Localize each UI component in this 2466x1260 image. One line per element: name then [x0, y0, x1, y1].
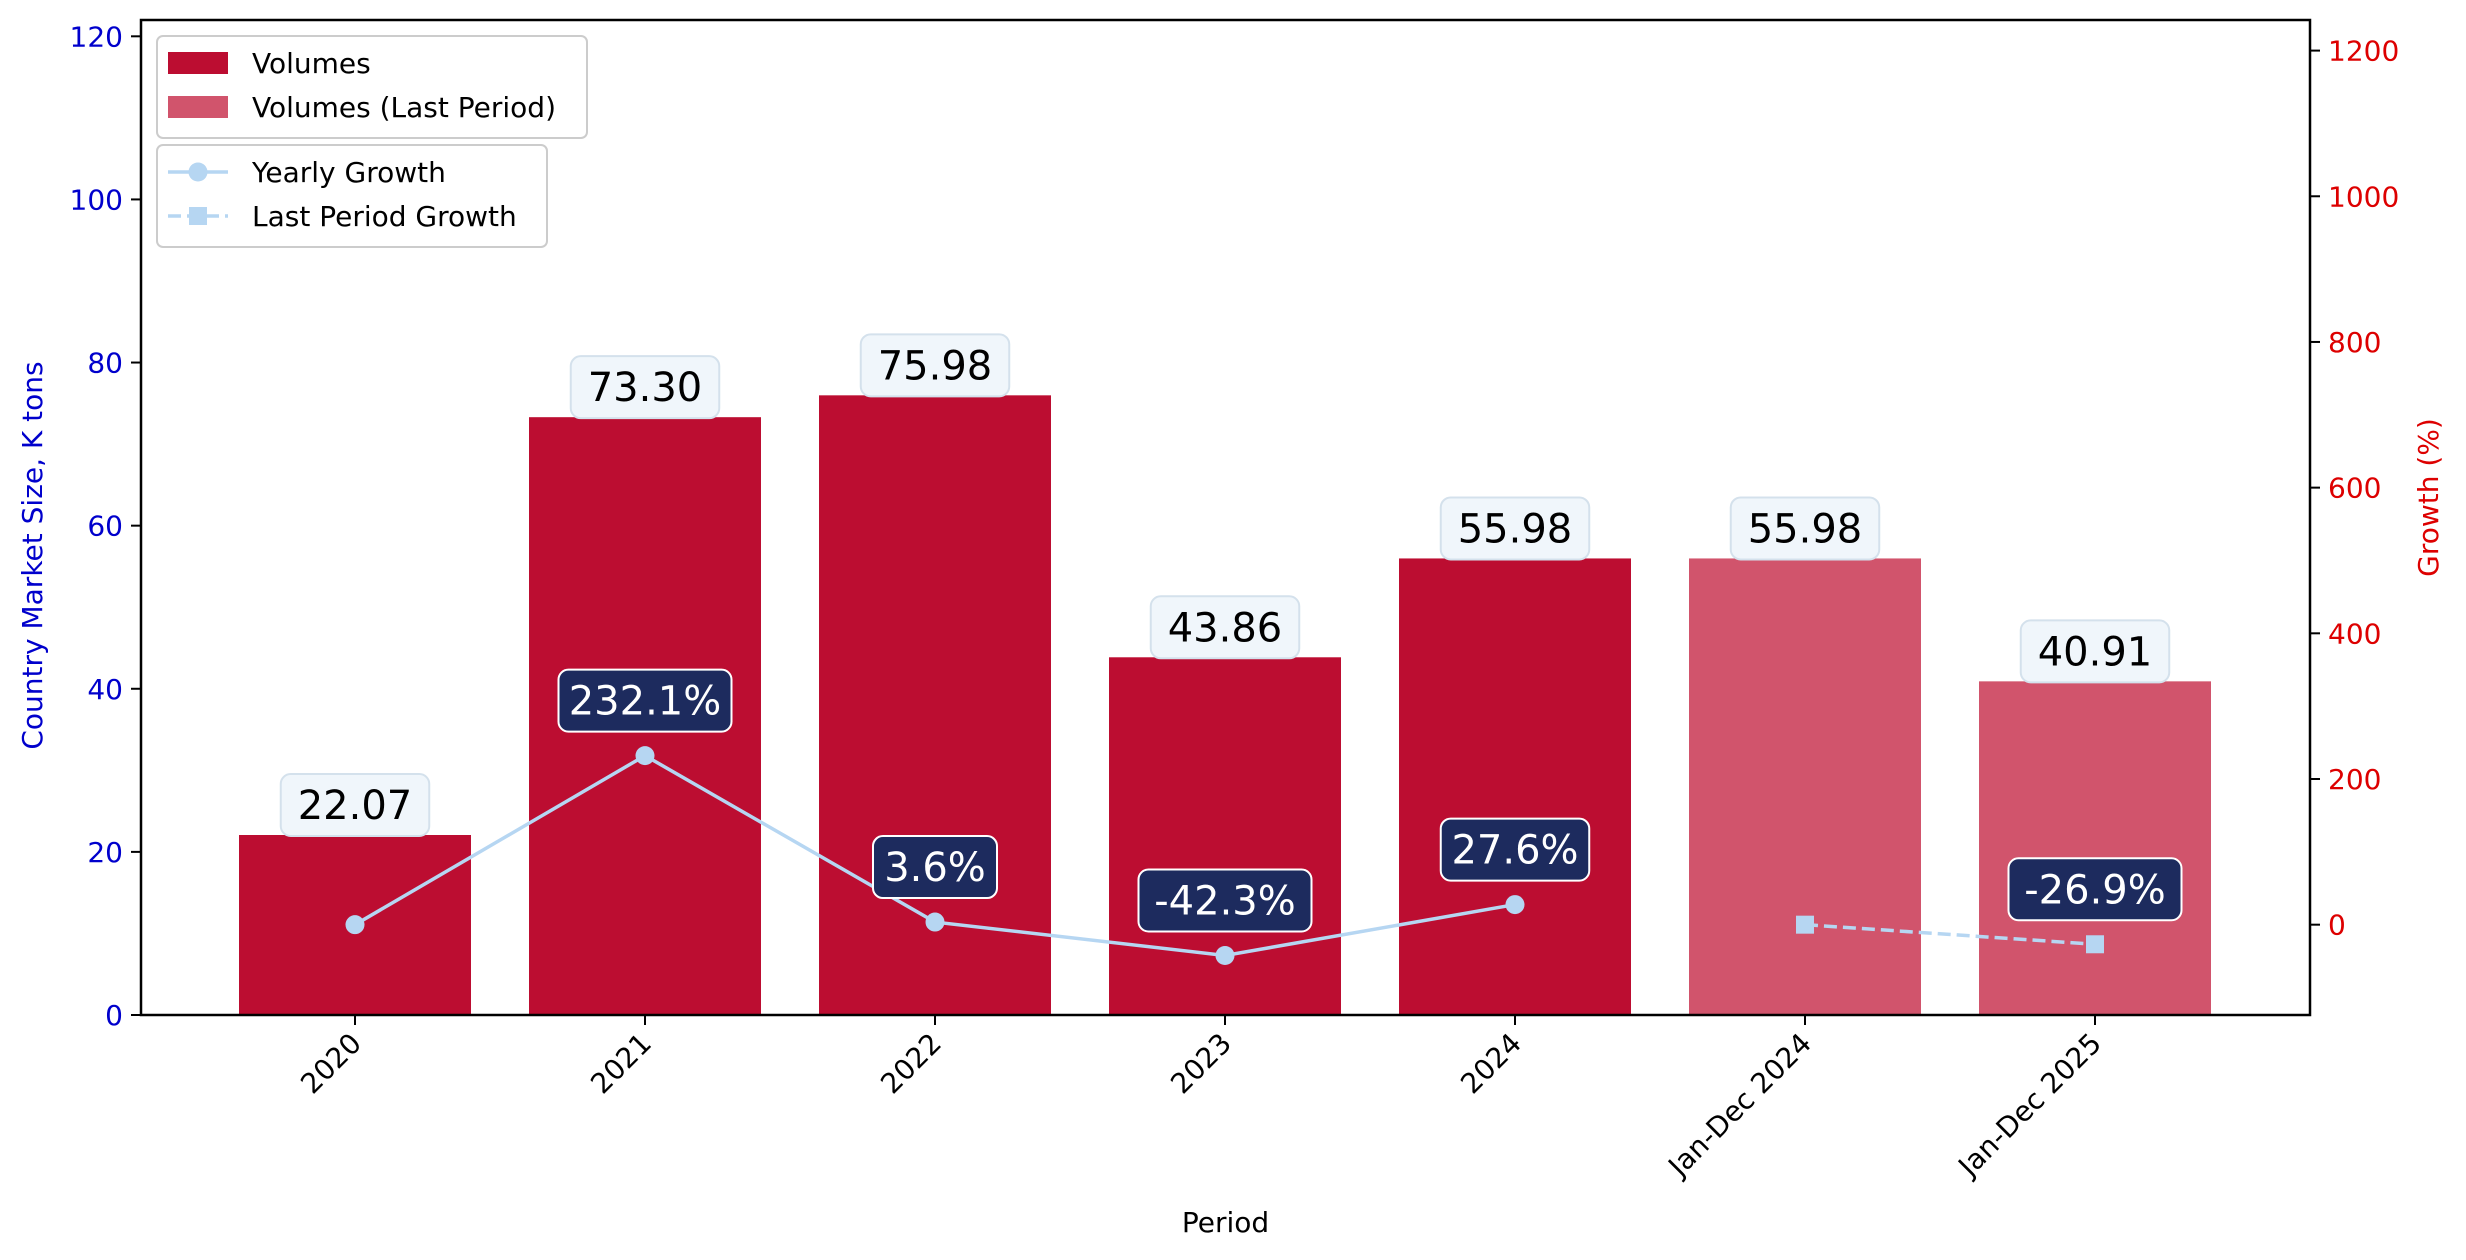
legend-layer: Volumes Volumes (Last Period) Yearly Growt… — [156, 35, 588, 248]
value-label-2022-box — [859, 333, 1011, 398]
growth-label-2023-box — [1137, 868, 1313, 933]
legend-label-volumes: Volumes — [252, 47, 371, 80]
value-label-2024: 55.98 — [1439, 496, 1591, 561]
y2-tick-label-1000: 1000 — [2328, 180, 2399, 213]
legend-label-yearly-growth: Yearly Growth — [251, 156, 446, 189]
marker-yearly-growth-4 — [1505, 895, 1525, 915]
legend-lines: Yearly Growth Last Period Growth — [156, 144, 548, 248]
bar-volumes-2024 — [1399, 558, 1631, 1015]
growth-label-2024: 27.6% — [1439, 817, 1591, 882]
growth-label-2023: -42.3% — [1137, 868, 1313, 933]
growth-label-2021: 232.1% — [557, 668, 733, 733]
marker-yearly-growth-1 — [635, 746, 655, 766]
lines-layer — [345, 746, 2104, 965]
growth-label-2022-box — [872, 835, 998, 900]
legend-bars-frame — [156, 35, 588, 139]
legend-swatch-volumes-last-period — [168, 96, 228, 118]
x-axis-title: Period — [1182, 1206, 1269, 1239]
y2-tick-label-800: 800 — [2328, 326, 2381, 359]
value-label-jan-dec-2024-text: 55.98 — [1748, 506, 1863, 552]
value-label-jan-dec-2025: 40.91 — [2019, 619, 2171, 684]
y-tick-label-120: 120 — [70, 20, 123, 53]
growth-label-jan-dec-2025-box — [2007, 857, 2183, 922]
value-label-2023-box — [1149, 595, 1301, 660]
growth-label-2024-text: 27.6% — [1451, 828, 1578, 874]
y-tick-label-40: 40 — [87, 673, 123, 706]
growth-label-2022: 3.6% — [872, 835, 998, 900]
legend-lines-frame — [156, 144, 548, 248]
bar-volumes-2022 — [819, 395, 1051, 1016]
growth-label-2021-box — [557, 668, 733, 733]
marker-yearly-growth-3 — [1215, 945, 1235, 965]
value-label-2021: 73.30 — [569, 355, 721, 420]
growth-label-jan-dec-2025-text: -26.9% — [2024, 867, 2166, 913]
growth-label-2022-text: 3.6% — [884, 845, 986, 891]
legend-label-last-period-growth: Last Period Growth — [252, 200, 517, 233]
line-last-period-growth — [1804, 922, 2096, 947]
growth-label-2024-box — [1439, 817, 1591, 882]
y2-tick-label-0: 0 — [2328, 909, 2346, 942]
marker-last-period-growth-1 — [2086, 935, 2104, 954]
value-label-jan-dec-2024: 55.98 — [1729, 496, 1881, 561]
value-label-2022-text: 75.98 — [878, 343, 993, 389]
value-label-2020-text: 22.07 — [298, 783, 413, 829]
y-tick-label-0: 0 — [105, 999, 123, 1032]
labels-layer: 22.07 73.30 75.98 43.86 55.98 55.98 40.91 232.1… — [279, 333, 2183, 933]
legend-marker-last-period-growth — [189, 207, 207, 225]
y-tick-label-100: 100 — [70, 183, 123, 216]
value-label-jan-dec-2024-box — [1729, 496, 1881, 561]
value-label-2023: 43.86 — [1149, 595, 1301, 660]
y2-tick-label-200: 200 — [2328, 763, 2381, 796]
value-label-2022: 75.98 — [859, 333, 1011, 398]
growth-label-2023-text: -42.3% — [1154, 878, 1296, 924]
value-label-2020: 22.07 — [279, 773, 431, 838]
growth-label-2021-text: 232.1% — [569, 679, 722, 725]
value-label-jan-dec-2025-text: 40.91 — [2038, 629, 2153, 675]
value-label-2023-text: 43.86 — [1168, 605, 1283, 651]
bar-volumes-last-period-jan-dec-2025 — [1979, 681, 2211, 1015]
value-label-2024-box — [1439, 496, 1591, 561]
value-label-2021-box — [569, 355, 721, 420]
y-tick-label-80: 80 — [87, 347, 123, 380]
marker-last-period-growth-0 — [1796, 915, 1814, 934]
y2-tick-label-400: 400 — [2328, 617, 2381, 650]
y2-tick-label-600: 600 — [2328, 472, 2381, 505]
value-label-2021-text: 73.30 — [588, 365, 703, 411]
legend-bars: Volumes Volumes (Last Period) — [156, 35, 588, 139]
y-axis-title: Country Market Size, K tons — [16, 361, 49, 749]
y-tick-label-20: 20 — [87, 836, 123, 869]
y2-axis-title: Growth (%) — [2412, 418, 2445, 577]
y2-tick-label-1200: 1200 — [2328, 35, 2399, 68]
marker-yearly-growth-0 — [345, 915, 365, 935]
value-label-2020-box — [279, 773, 431, 838]
marker-yearly-growth-2 — [925, 912, 945, 932]
growth-label-jan-dec-2025: -26.9% — [2007, 857, 2183, 922]
value-label-jan-dec-2025-box — [2019, 619, 2171, 684]
legend-label-volumes-last-period: Volumes (Last Period) — [252, 91, 556, 124]
value-label-2024-text: 55.98 — [1458, 506, 1573, 552]
bar-volumes-last-period-jan-dec-2024 — [1689, 558, 1921, 1015]
legend-swatch-volumes — [168, 52, 228, 74]
legend-marker-yearly-growth — [188, 162, 208, 182]
y-tick-label-60: 60 — [87, 510, 123, 543]
